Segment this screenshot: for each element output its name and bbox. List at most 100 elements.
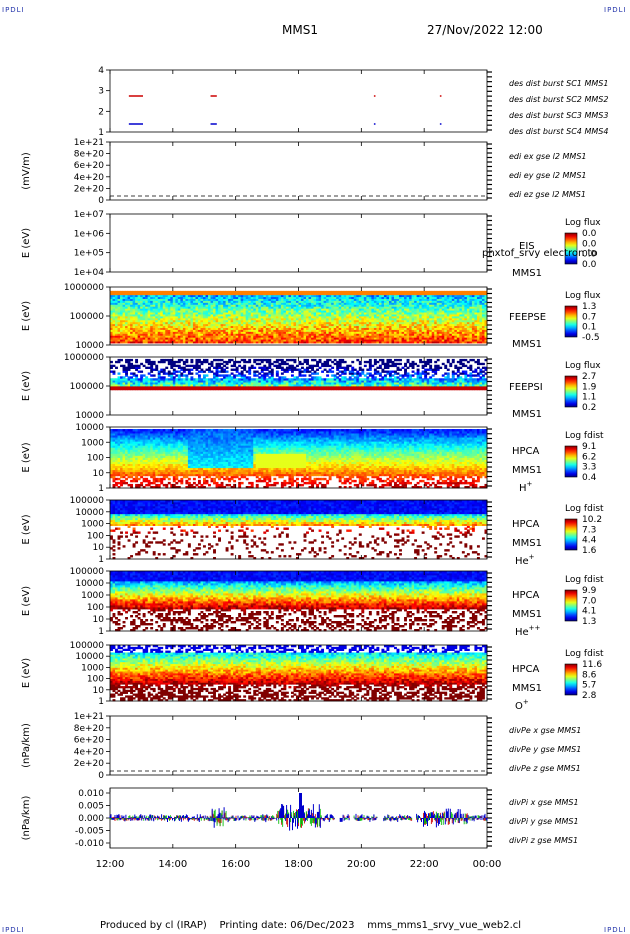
- ytick-label: 100: [87, 454, 104, 464]
- instrument-label-feepsi: FEEPSI: [509, 382, 543, 393]
- colorbar-hpca_o: [564, 663, 578, 696]
- ytick-label: 10000: [75, 652, 104, 662]
- species-charge-hpca_o: +: [523, 698, 529, 706]
- ytick-label: 100: [87, 675, 104, 685]
- legend-edi-2: edi ez gse l2 MMS1: [509, 190, 586, 199]
- panel-ylabel-divpi: (nPa/km): [21, 796, 32, 841]
- colorbar-tick-hpca_o: 8.6: [582, 670, 597, 680]
- ytick-label: 100000: [70, 567, 105, 577]
- panel-ylabel-eis: E (eV): [21, 228, 32, 258]
- craft-label-feepsi: MMS1: [512, 409, 542, 420]
- colorbar-tick-feepsi: 0.2: [582, 403, 596, 413]
- instrument-label-hpca_he2: HPCA: [512, 590, 540, 601]
- ytick-label: 0.000: [78, 814, 104, 824]
- panel-ylabel-feepse: E (eV): [21, 301, 32, 331]
- legend-edi-1: edi ey gse l2 MMS1: [509, 171, 587, 180]
- colorbar-title-hpca_o: Log fdist: [565, 649, 604, 659]
- colorbar-tick-hpca_o: 11.6: [582, 660, 602, 670]
- legend-burst-3: des dist burst SC4 MMS4: [509, 127, 608, 136]
- ytick-label: -0.010: [75, 839, 104, 849]
- species-label-hpca_o: O+: [515, 698, 529, 712]
- instrument-label-hpca_h: HPCA: [512, 446, 540, 457]
- ytick-label: 4e+20: [74, 173, 105, 183]
- legend-divpi-0: divPi x gse MMS1: [509, 798, 579, 807]
- legend-divpe-1: divPe y gse MMS1: [509, 745, 581, 754]
- colorbar-hpca_he2: [564, 589, 578, 622]
- ytick-label: 1: [98, 555, 104, 565]
- colorbar-tick-hpca_he1: 4.4: [582, 536, 597, 546]
- colorbar-title-feepsi: Log flux: [565, 361, 601, 371]
- spectrogram-feepse: [110, 290, 488, 344]
- colorbar-tick-feepse: -0.5: [582, 333, 600, 343]
- ytick-label: 100000: [70, 382, 105, 392]
- ytick-label: 4e+20: [74, 747, 105, 757]
- colorbar-tick-hpca_o: 5.7: [582, 681, 596, 691]
- spectrogram-hpca_he1: [110, 500, 488, 560]
- legend-divpi-2: divPi z gse MMS1: [509, 836, 578, 845]
- ytick-label: 100: [87, 531, 104, 541]
- ytick-label: 1000: [81, 591, 104, 601]
- colorbar-title-eis: Log flux: [565, 218, 601, 228]
- ytick-label: 1000: [81, 520, 104, 530]
- ytick-label: 1e+21: [74, 712, 104, 722]
- spectrogram-hpca_h: [110, 429, 488, 489]
- ytick-label: 1000000: [64, 283, 104, 293]
- corner-label-top-right: IPDLI: [604, 6, 627, 14]
- colorbar-tick-feepse: 0.7: [582, 312, 596, 322]
- xtick-label-3: 18:00: [284, 859, 313, 870]
- ytick-label: 4: [98, 66, 104, 76]
- colorbar-tick-hpca_he1: 10.2: [582, 515, 602, 525]
- colorbar-tick-hpca_he2: 7.0: [582, 596, 597, 606]
- corner-label-bottom-left: IPDLI: [2, 926, 25, 934]
- colorbar-tick-eis: 0.0: [582, 260, 597, 270]
- spectrogram-hpca_he2: [110, 571, 488, 632]
- panel-frame-edi: [109, 141, 488, 201]
- ytick-label: 100000: [70, 496, 105, 506]
- colorbar-tick-feepsi: 1.1: [582, 393, 596, 403]
- divpi-series: [109, 793, 488, 831]
- xtick-label-4: 20:00: [347, 859, 376, 870]
- xtick-label-5: 22:00: [410, 859, 439, 870]
- colorbar-tick-hpca_h: 0.4: [582, 473, 597, 483]
- xtick-label-2: 16:00: [221, 859, 250, 870]
- footer-script-name: mms_mms1_srvy_vue_web2.cl: [367, 920, 522, 931]
- panel-ylabel-hpca_o: E (eV): [21, 658, 32, 688]
- colorbar-tick-eis: 0.0: [582, 239, 597, 249]
- xtick-label-1: 14:00: [158, 859, 187, 870]
- ytick-label: 1: [98, 484, 104, 494]
- ytick-label: 1000: [81, 438, 104, 448]
- xtick-label-6: 00:00: [473, 859, 502, 870]
- colorbar-title-hpca_he1: Log fdist: [565, 504, 604, 514]
- ytick-label: 3: [98, 87, 104, 97]
- colorbar-title-hpca_h: Log fdist: [565, 431, 604, 441]
- panel-ylabel-edi: (mV/m): [21, 152, 32, 190]
- legend-divpe-0: divPe x gse MMS1: [509, 726, 581, 735]
- instrument-label-eis: EIS: [519, 241, 535, 252]
- instrument-label-hpca_he1: HPCA: [512, 519, 540, 530]
- ytick-label: 2e+20: [74, 759, 105, 769]
- craft-label-eis: MMS1: [512, 268, 542, 279]
- legend-divpe-2: divPe z gse MMS1: [509, 764, 581, 773]
- panel-ylabel-divpe: (nPa/km): [21, 723, 32, 768]
- colorbar-tick-eis: 0.0: [582, 229, 597, 239]
- species-label-hpca_h: H+: [519, 480, 533, 494]
- colorbar-tick-hpca_he1: 1.6: [582, 546, 597, 556]
- ytick-label: 10000: [75, 579, 104, 589]
- colorbar-tick-feepse: 0.1: [582, 323, 596, 333]
- ytick-label: 0.005: [78, 802, 104, 812]
- colorbar-tick-hpca_he2: 9.9: [582, 586, 597, 596]
- colorbar-tick-hpca_o: 2.8: [582, 691, 597, 701]
- ytick-label: 1e+21: [74, 138, 104, 148]
- legend-divpi-1: divPi y gse MMS1: [509, 817, 579, 826]
- ytick-label: 1: [98, 627, 104, 637]
- colorbar-tick-feepsi: 2.7: [582, 372, 596, 382]
- ytick-label: 10000: [75, 411, 104, 421]
- ytick-label: 1000000: [64, 353, 104, 363]
- date-title: 27/Nov/2022 12:00: [427, 23, 543, 37]
- colorbar-tick-hpca_he2: 1.3: [582, 617, 596, 627]
- ytick-label: -0.005: [75, 827, 104, 837]
- ytick-label: 10: [93, 615, 105, 625]
- ytick-label: 2e+20: [74, 184, 105, 194]
- colorbar-tick-feepse: 1.3: [582, 302, 596, 312]
- colorbar-eis: [564, 232, 578, 265]
